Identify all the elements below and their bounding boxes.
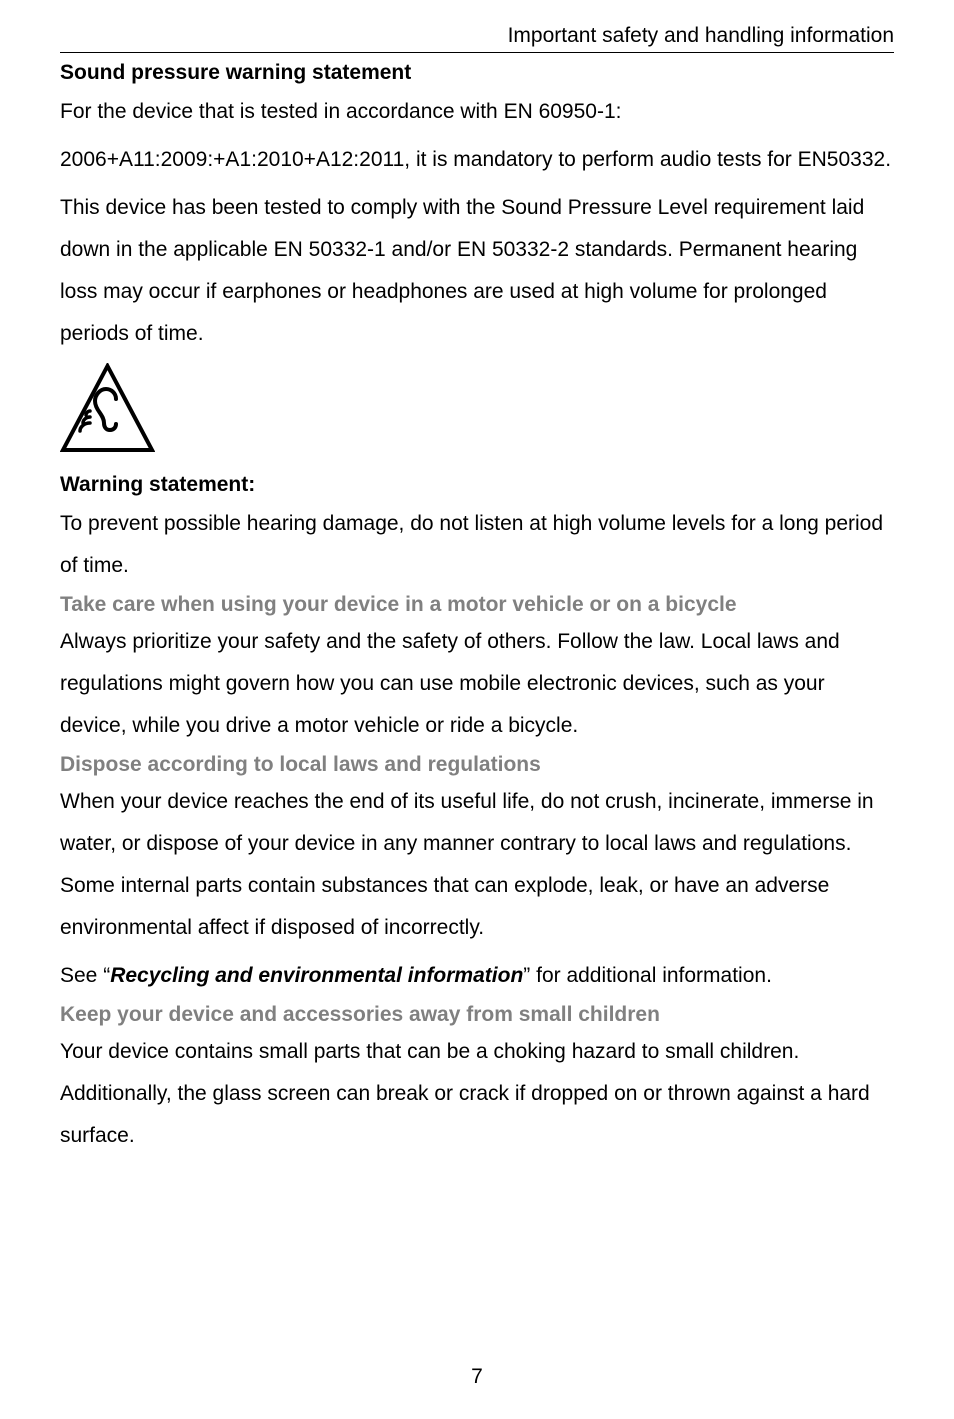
motor-vehicle-heading: Take care when using your device in a mo… — [60, 593, 894, 617]
children-para: Your device contains small parts that ca… — [60, 1031, 894, 1157]
hearing-warning-icon — [60, 363, 894, 463]
sound-pressure-para3: This device has been tested to comply wi… — [60, 187, 894, 355]
sound-pressure-para1: For the device that is tested in accorda… — [60, 91, 894, 133]
dispose-para: When your device reaches the end of its … — [60, 781, 894, 949]
dispose-see-line: See “Recycling and environmental informa… — [60, 955, 894, 997]
children-heading: Keep your device and accessories away fr… — [60, 1003, 894, 1027]
sound-pressure-heading: Sound pressure warning statement — [60, 61, 894, 85]
see-prefix: See “ — [60, 964, 110, 987]
dispose-heading: Dispose according to local laws and regu… — [60, 753, 894, 777]
see-suffix: ” for additional information. — [523, 964, 772, 987]
warning-statement-para: To prevent possible hearing damage, do n… — [60, 503, 894, 587]
recycling-reference: Recycling and environmental information — [110, 964, 523, 987]
page-header: Important safety and handling informatio… — [60, 24, 894, 53]
motor-vehicle-para: Always prioritize your safety and the sa… — [60, 621, 894, 747]
header-right-text: Important safety and handling informatio… — [60, 24, 894, 48]
warning-statement-heading: Warning statement: — [60, 473, 894, 497]
sound-pressure-para2: 2006+A11:2009:+A1:2010+A12:2011, it is m… — [60, 139, 894, 181]
page-number: 7 — [0, 1365, 954, 1389]
